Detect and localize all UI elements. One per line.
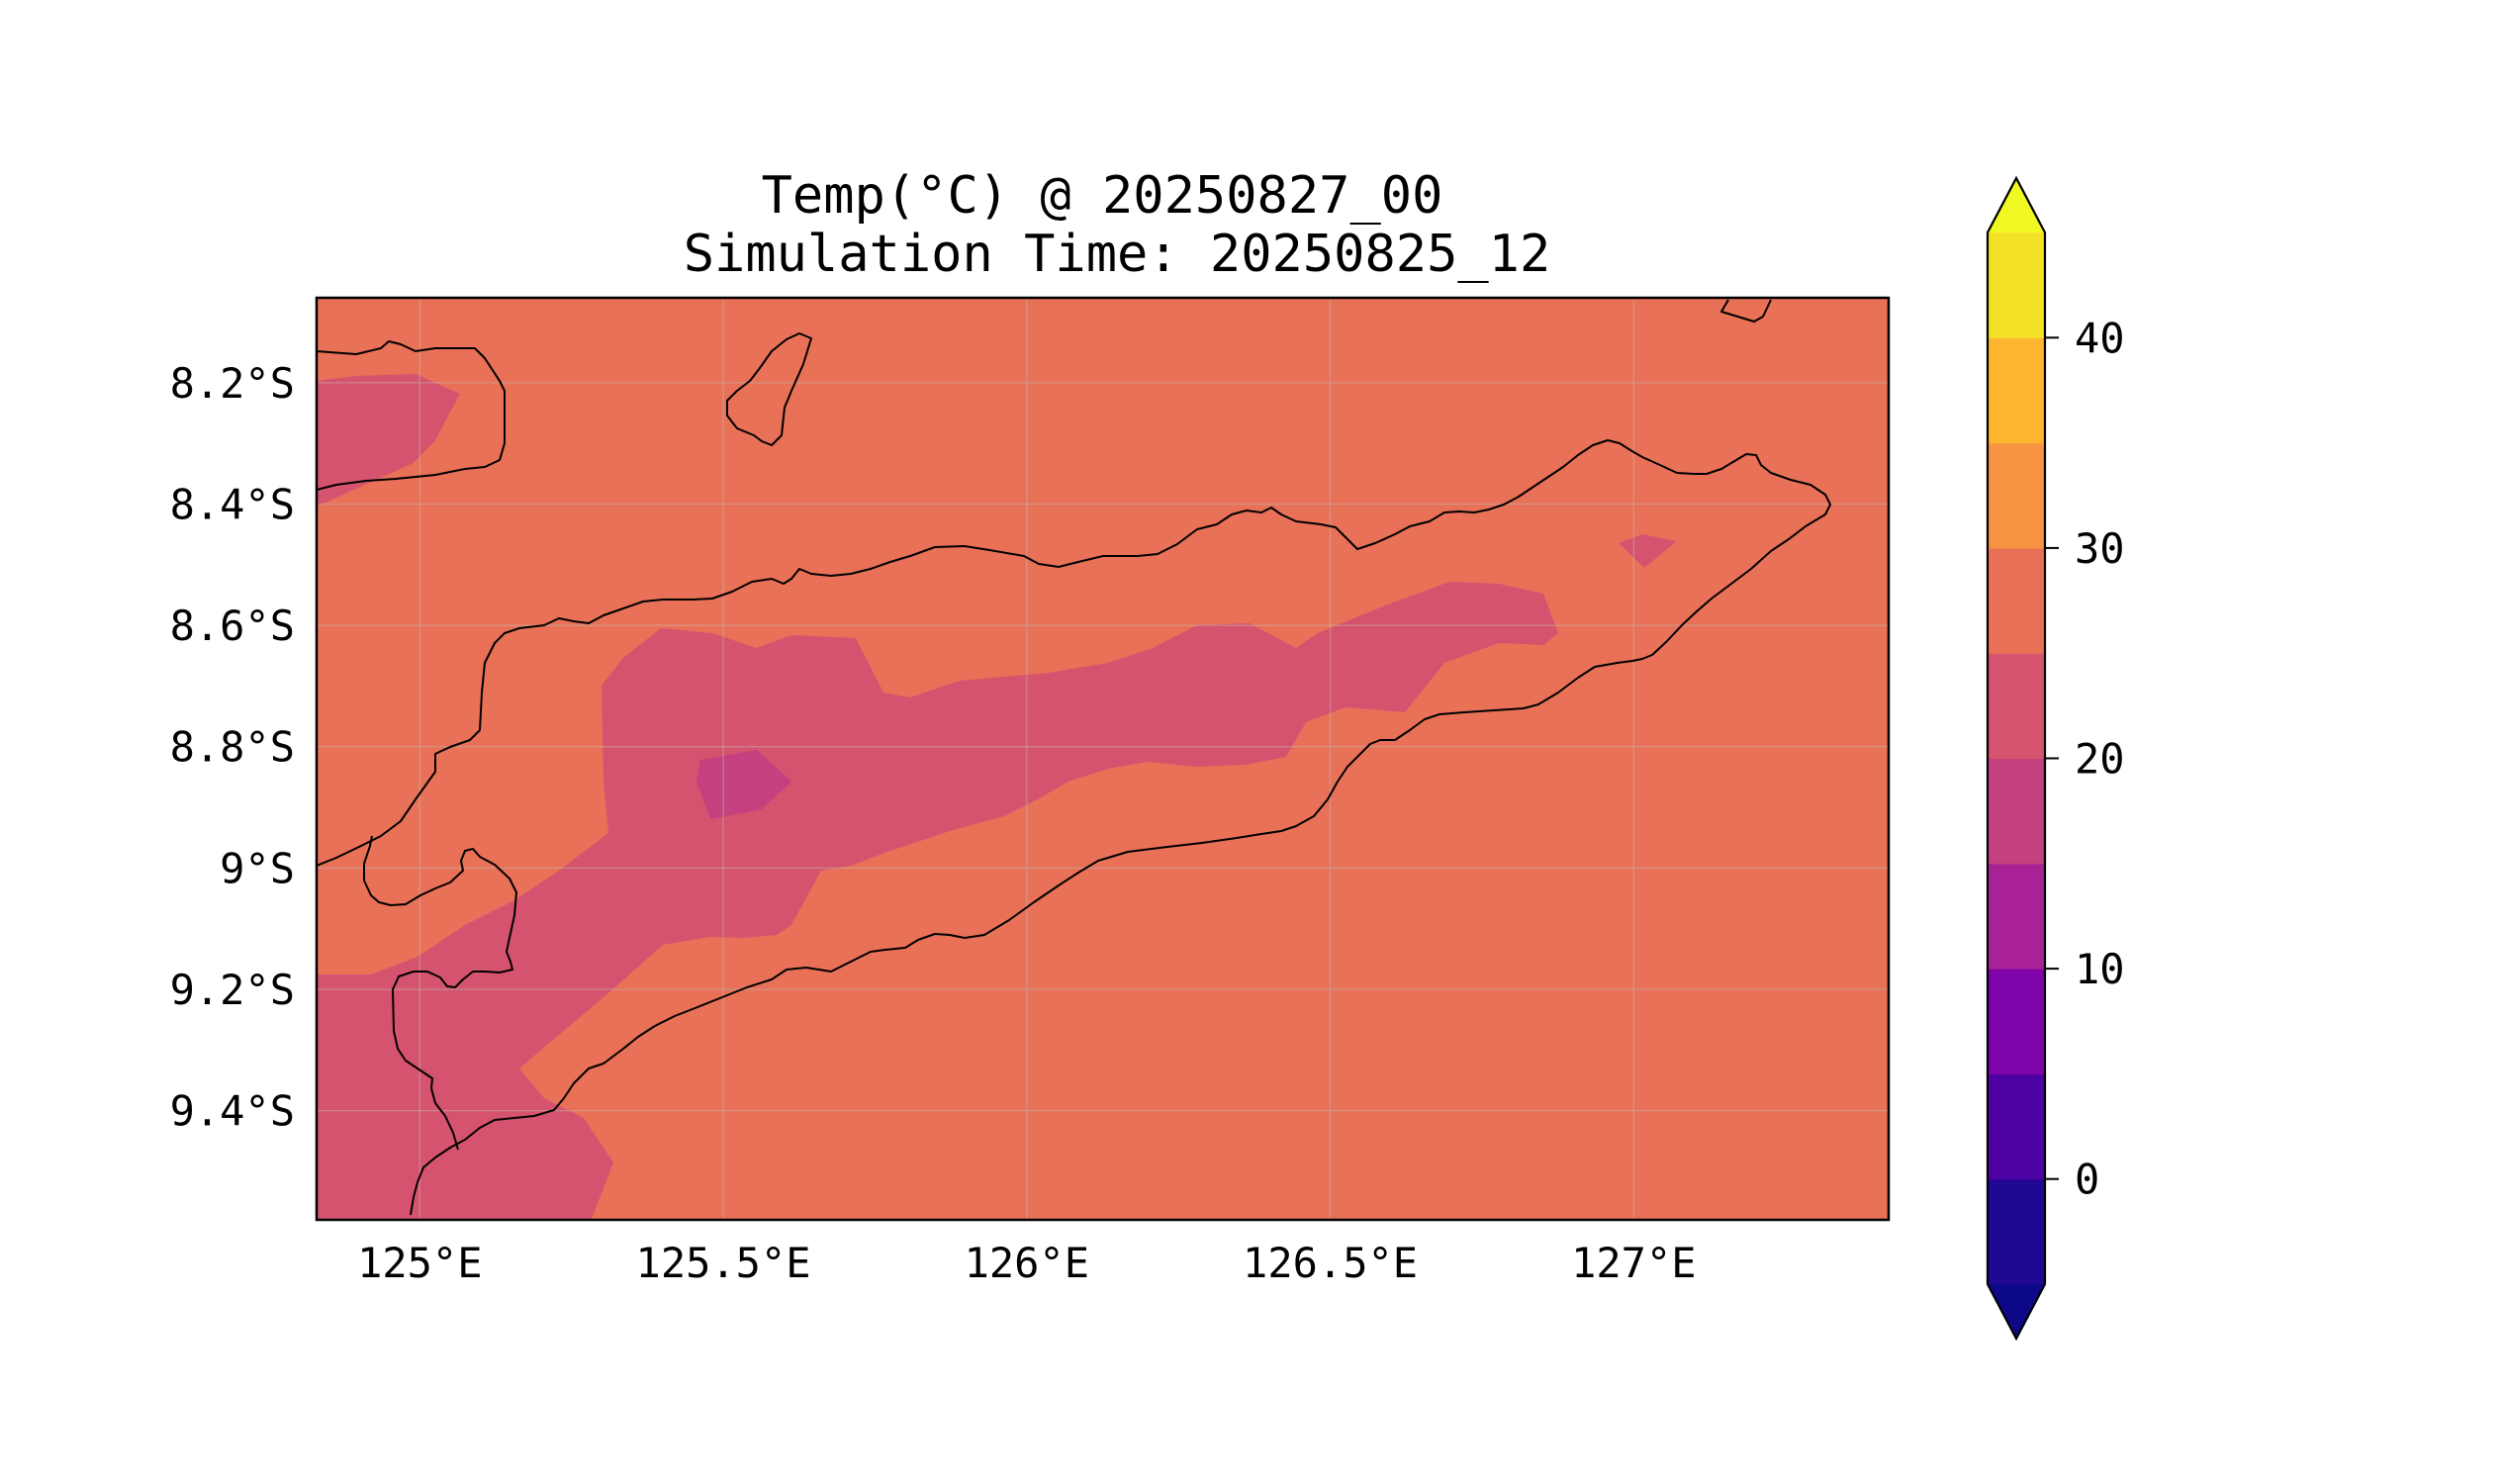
chart-subtitle: Simulation Time: 20250825_12 [684,225,1551,284]
colorbar-segment-0 [1988,1178,2045,1285]
y-tick-label-5: 9.2°S [170,966,295,1014]
colorbar-segment-7 [1988,442,2045,549]
plot-frame [315,296,1891,1222]
colorbar-segment-9 [1988,232,2045,338]
y-tick-label-2: 8.6°S [170,602,295,650]
colorbar-outline [1986,175,2047,1342]
colorbar-tick-label-1: 10 [2075,945,2125,993]
y-tick-label-3: 8.8°S [170,723,295,772]
colorbar-over-extension [1988,178,2045,232]
chart-title: Temp(°C) @ 20250827_00 [762,166,1443,226]
colorbar: 0 10 20 30 40 [1986,175,2125,1342]
colorbar-segment-5 [1988,653,2045,760]
colorbar-segment-3 [1988,863,2045,970]
y-axis-tick-labels: 8.2°S 8.4°S 8.6°S 8.8°S 9°S 9.2°S 9.4°S [170,359,295,1136]
coastline-small-island-north [726,332,812,446]
temperature-field-20-25-southwest-lower [416,1148,519,1220]
coastline-timor-north [317,439,1831,1216]
colorbar-segment-6 [1988,547,2045,654]
coastline-timor-southwest [363,835,517,1151]
x-tick-label-4: 127°E [1571,1239,1696,1287]
temperature-field-20-25-northwest [317,374,460,507]
map-panel [317,298,1889,1220]
x-axis-tick-labels: 125°E 125.5°E 126°E 126.5°E 127°E [357,1239,1696,1287]
x-tick-label-1: 125.5°E [636,1239,811,1287]
temperature-field-20-25-west-band [317,582,1558,1220]
temperature-field-15-20-spot [696,750,791,819]
colorbar-segment-1 [1988,1073,2045,1180]
y-tick-label-4: 9°S [220,844,295,892]
coastline-islet-northeast [1720,299,1772,323]
gridlines [317,298,1889,1220]
x-tick-label-0: 125°E [357,1239,482,1287]
y-tick-label-1: 8.4°S [170,480,295,528]
coastline-timor-northwest [317,340,506,491]
colorbar-segment-4 [1988,758,2045,865]
colorbar-tick-label-0: 0 [2075,1156,2099,1204]
colorbar-segment-8 [1988,337,2045,444]
x-tick-label-2: 126°E [965,1239,1089,1287]
coastlines [317,299,1831,1216]
y-tick-label-0: 8.2°S [170,359,295,408]
colorbar-tick-label-2: 20 [2075,735,2125,784]
colorbar-segment-2 [1988,969,2045,1074]
x-tick-label-3: 126.5°E [1243,1239,1418,1287]
y-tick-label-6: 9.4°S [170,1087,295,1136]
colorbar-tick-label-4: 40 [2075,314,2125,362]
colorbar-tick-label-3: 30 [2075,524,2125,573]
colorbar-under-extension [1988,1284,2045,1339]
